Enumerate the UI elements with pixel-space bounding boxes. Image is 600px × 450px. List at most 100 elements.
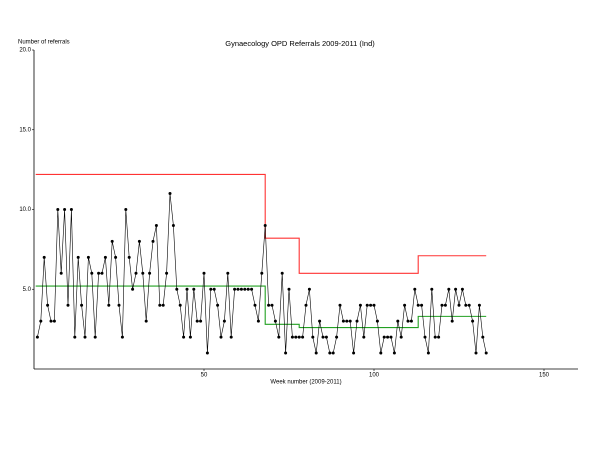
- x-tick-label: 100: [369, 373, 380, 379]
- data-point: [86, 255, 90, 259]
- data-point: [328, 351, 332, 355]
- data-point: [66, 303, 70, 307]
- data-point: [52, 319, 56, 323]
- data-point: [474, 351, 478, 355]
- data-point: [137, 239, 141, 243]
- data-point: [457, 303, 461, 307]
- data-point: [324, 335, 328, 339]
- y-axis-label: Number of referrals: [18, 40, 70, 46]
- series-line: [35, 173, 487, 274]
- data-point: [49, 319, 53, 323]
- data-point: [443, 303, 447, 307]
- data-point: [352, 351, 356, 355]
- data-point: [301, 335, 305, 339]
- data-point: [304, 303, 308, 307]
- data-point: [409, 319, 413, 323]
- data-point: [290, 335, 294, 339]
- data-point: [154, 223, 158, 227]
- data-point: [59, 271, 63, 275]
- data-point: [365, 303, 369, 307]
- data-point: [314, 351, 318, 355]
- data-point: [413, 287, 417, 291]
- data-point: [148, 271, 152, 275]
- data-point: [35, 335, 39, 339]
- data-point: [46, 303, 50, 307]
- data-point: [222, 319, 226, 323]
- data-point: [195, 319, 199, 323]
- data-point: [273, 319, 277, 323]
- data-point: [311, 335, 315, 339]
- data-point: [56, 208, 60, 211]
- data-point: [165, 271, 169, 275]
- data-point: [182, 335, 186, 339]
- data-point: [433, 335, 437, 339]
- data-point: [226, 271, 230, 275]
- x-axis-label: Week number (2009-2011): [270, 380, 341, 386]
- data-point: [348, 319, 352, 323]
- data-point: [93, 335, 97, 339]
- data-point: [331, 351, 335, 355]
- data-point: [369, 303, 373, 307]
- data-point: [239, 287, 243, 291]
- y-tick-label: 15.0: [19, 127, 31, 133]
- data-point: [42, 255, 46, 259]
- data-point: [161, 303, 165, 307]
- data-point: [80, 303, 84, 307]
- data-point: [63, 208, 67, 211]
- data-point: [141, 271, 145, 275]
- data-point: [345, 319, 349, 323]
- data-point: [307, 287, 311, 291]
- data-point: [416, 303, 420, 307]
- data-point: [158, 303, 162, 307]
- x-tick-label: 50: [201, 373, 208, 379]
- data-point: [392, 351, 396, 355]
- data-point: [430, 287, 434, 291]
- data-point: [97, 271, 101, 275]
- data-point: [406, 319, 410, 323]
- data-point: [175, 287, 179, 291]
- data-point: [318, 319, 322, 323]
- data-point: [151, 239, 155, 243]
- data-point: [209, 287, 213, 291]
- data-point: [467, 303, 471, 307]
- data-point: [399, 335, 403, 339]
- data-point: [144, 319, 148, 323]
- data-point: [69, 208, 73, 211]
- data-point: [386, 335, 390, 339]
- data-point: [447, 287, 451, 291]
- data-point: [375, 319, 379, 323]
- data-point: [250, 287, 254, 291]
- data-point: [83, 335, 87, 339]
- data-point: [178, 303, 182, 307]
- data-point: [426, 351, 430, 355]
- data-point: [202, 271, 206, 275]
- data-point: [335, 335, 339, 339]
- y-tick-label: 5.0: [23, 287, 32, 293]
- data-point: [246, 287, 250, 291]
- data-point: [396, 319, 400, 323]
- data-point: [233, 287, 237, 291]
- data-point: [423, 335, 427, 339]
- data-point: [124, 208, 128, 211]
- data-point: [362, 335, 366, 339]
- y-tick-label: 20.0: [19, 48, 31, 54]
- data-point: [90, 271, 94, 275]
- data-point: [277, 335, 281, 339]
- data-point: [39, 319, 43, 323]
- data-point: [134, 271, 138, 275]
- data-point: [229, 335, 233, 339]
- data-point: [120, 335, 124, 339]
- data-point: [103, 255, 107, 259]
- data-point: [236, 287, 240, 291]
- data-point: [403, 303, 407, 307]
- series-line: [35, 285, 487, 329]
- data-point: [117, 303, 121, 307]
- x-tick-label: 150: [539, 373, 550, 379]
- data-point: [73, 335, 77, 339]
- data-point: [260, 271, 264, 275]
- data-point: [199, 319, 203, 323]
- data-point: [270, 303, 274, 307]
- data-point: [131, 287, 135, 291]
